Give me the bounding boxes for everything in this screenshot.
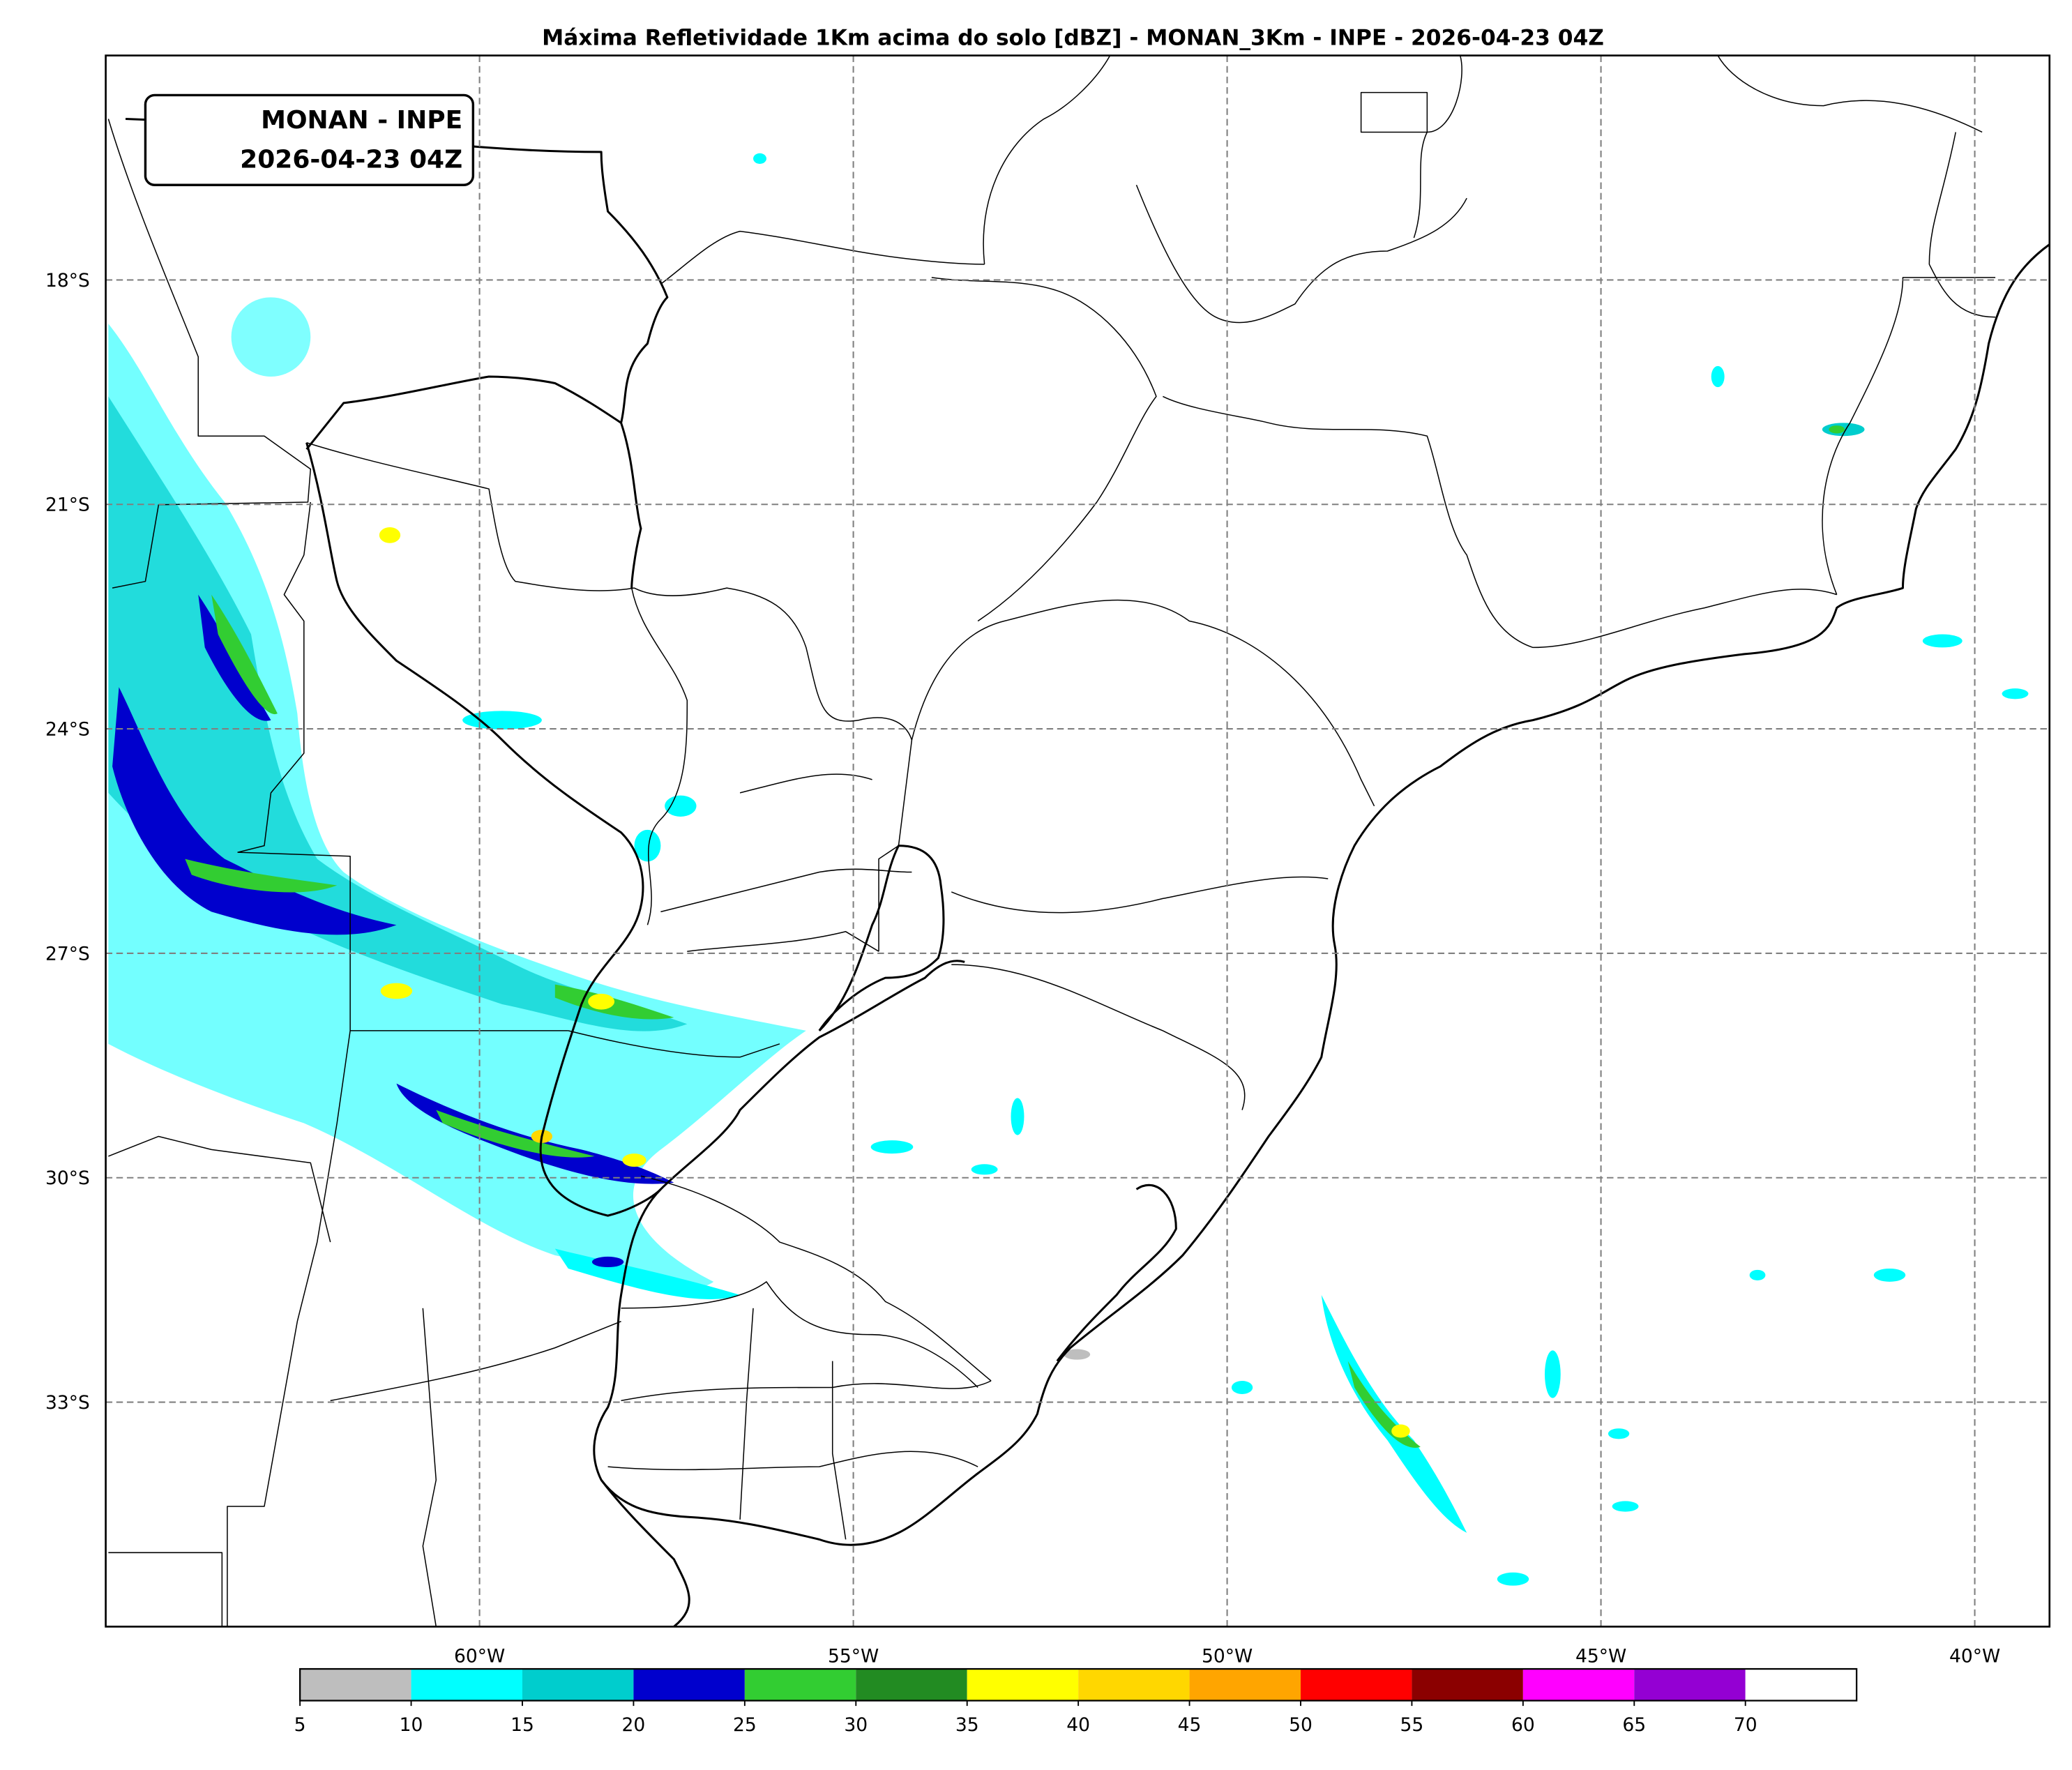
echo	[108, 324, 806, 1288]
echo	[665, 795, 697, 817]
colorbar: 5 10 15 20 25 30 35 40 45 50 55 60 65 70	[294, 1667, 1858, 1736]
colorbar-segment	[1189, 1669, 1301, 1701]
echo	[112, 687, 397, 935]
colorbar-segment	[633, 1669, 745, 1701]
colorbar-segment	[856, 1669, 967, 1701]
map-title: Máxima Refletividade 1Km acima do solo […	[542, 25, 1604, 50]
colorbar-segment	[744, 1669, 856, 1701]
coastline	[125, 118, 2050, 1628]
lat-tick-label: 18°S	[45, 270, 90, 292]
echo	[462, 711, 542, 729]
echo	[588, 993, 615, 1010]
map-frame	[105, 54, 2051, 1628]
echo	[1829, 425, 1845, 434]
echo	[634, 829, 661, 862]
echo	[436, 1110, 595, 1158]
lat-tick-label: 30°S	[45, 1167, 90, 1189]
colorbar-tick-label: 70	[1734, 1714, 1757, 1736]
echo	[211, 594, 278, 715]
echo	[1873, 1268, 1906, 1282]
label-box-frame	[144, 93, 475, 186]
colorbar-tick-label: 50	[1289, 1714, 1313, 1736]
colorbar-segment	[1522, 1669, 1635, 1701]
colorbar-tick-label: 60	[1511, 1714, 1535, 1736]
echo	[591, 1256, 624, 1268]
echo	[1321, 1294, 1467, 1533]
colorbar-tick-label: 10	[400, 1714, 423, 1736]
echo	[231, 297, 311, 377]
lat-tick-label: 33°S	[45, 1392, 90, 1414]
colorbar-tick-label: 65	[1622, 1714, 1646, 1736]
echo	[1231, 1381, 1253, 1394]
lon-tick-label: 55°W	[828, 1646, 879, 1667]
echo	[1544, 1350, 1561, 1398]
colorbar-segment	[967, 1669, 1079, 1701]
colorbar-segment	[411, 1669, 522, 1701]
label-box: MONAN - INPE 2026-04-23 04Z	[144, 93, 475, 186]
echo	[1608, 1428, 1630, 1439]
echo	[1064, 1349, 1091, 1360]
lon-tick-label: 50°W	[1202, 1646, 1253, 1667]
colorbar-segment	[1412, 1669, 1523, 1701]
echo	[1922, 634, 1963, 648]
lat-tick-label: 21°S	[45, 494, 90, 516]
colorbar-tick-label: 15	[511, 1714, 534, 1736]
map-area	[105, 55, 2050, 1628]
echo	[753, 153, 766, 164]
lon-tick-label: 45°W	[1575, 1646, 1626, 1667]
echo	[622, 1153, 646, 1167]
colorbar-tick-label: 55	[1400, 1714, 1424, 1736]
colorbar-tick-label: 40	[1066, 1714, 1090, 1736]
echo	[1612, 1501, 1639, 1512]
echo	[396, 1083, 674, 1184]
colorbar-over-segment	[1745, 1669, 1857, 1701]
borders	[107, 55, 1996, 1627]
lon-tick-label: 40°W	[1949, 1646, 2000, 1667]
echo	[971, 1164, 998, 1175]
echo	[380, 983, 413, 999]
lon-tick-label: 60°W	[454, 1646, 505, 1667]
echo	[1011, 1098, 1024, 1135]
echo	[1391, 1424, 1410, 1438]
colorbar-segment	[1078, 1669, 1190, 1701]
echo	[2002, 688, 2029, 699]
colorbar-tick-label: 20	[622, 1714, 646, 1736]
lat-tick-label: 24°S	[45, 719, 90, 741]
echo	[185, 858, 338, 893]
reflectivity-echoes	[108, 153, 2029, 1586]
colorbar-tick-label: 35	[955, 1714, 979, 1736]
colorbar-segment	[522, 1669, 634, 1701]
echo	[870, 1140, 914, 1154]
echo	[1497, 1572, 1529, 1586]
colorbar-segment	[1634, 1669, 1746, 1701]
label-line: 2026-04-23 04Z	[240, 146, 462, 174]
colorbar-segment	[1300, 1669, 1412, 1701]
echo	[108, 396, 688, 1031]
colorbar-tick-label: 45	[1178, 1714, 1202, 1736]
colorbar-tick-label: 30	[844, 1714, 868, 1736]
echo	[1749, 1269, 1766, 1280]
label-line: MONAN - INPE	[261, 106, 462, 135]
echo	[554, 984, 674, 1020]
echo	[1711, 365, 1725, 388]
colorbar-segment	[300, 1669, 411, 1701]
colorbar-tick-label: 5	[294, 1714, 306, 1736]
colorbar-tick-label: 25	[733, 1714, 757, 1736]
lat-tick-label: 27°S	[45, 943, 90, 965]
echo	[379, 527, 401, 543]
